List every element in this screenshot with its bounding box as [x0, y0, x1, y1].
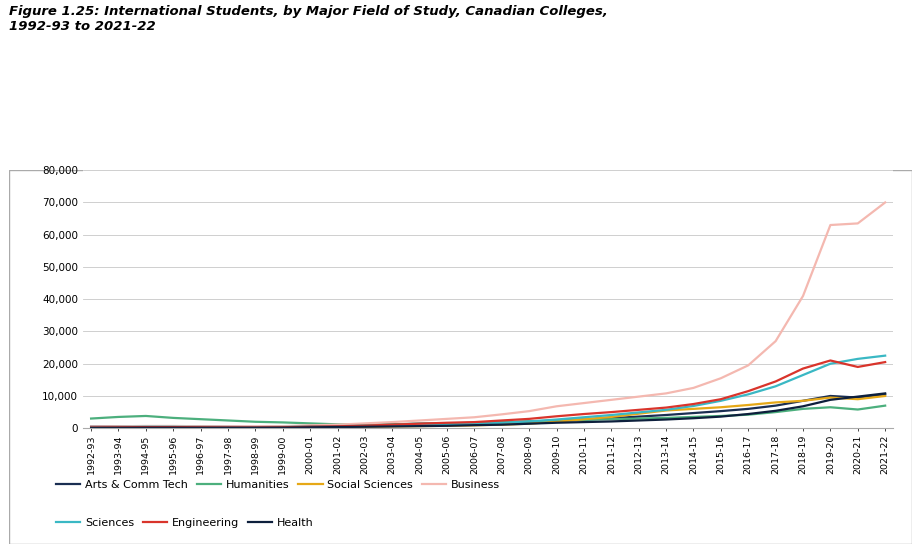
Text: Figure 1.25: International Students, by Major Field of Study, Canadian Colleges,: Figure 1.25: International Students, by … [9, 5, 608, 33]
Legend: Arts & Comm Tech, Humanities, Social Sciences, Business: Arts & Comm Tech, Humanities, Social Sci… [52, 475, 504, 494]
Legend: Sciences, Engineering, Health: Sciences, Engineering, Health [52, 513, 318, 533]
